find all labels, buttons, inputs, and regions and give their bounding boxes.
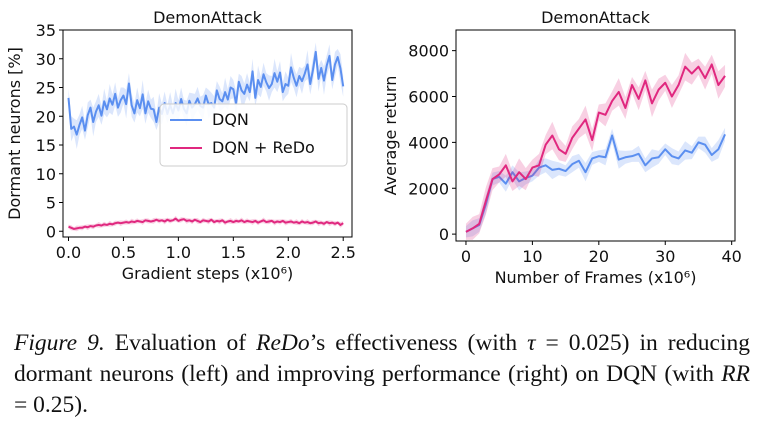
x-axis-label: Number of Frames (x10⁶) bbox=[495, 268, 697, 287]
chart-title: DemonAttack bbox=[153, 8, 262, 27]
caption-text-4: ). bbox=[74, 392, 88, 418]
caption-text-2: ’s effectiveness (with bbox=[309, 330, 528, 356]
x-tick-label: 2.5 bbox=[330, 243, 355, 262]
x-tick-label: 30 bbox=[655, 247, 675, 266]
rr-symbol: RR bbox=[721, 361, 750, 387]
method-name: ReDo bbox=[256, 330, 310, 356]
y-tick-label: 6000 bbox=[408, 88, 449, 107]
x-tick-label: 1.0 bbox=[166, 243, 191, 262]
y-tick-label: 25 bbox=[36, 79, 56, 98]
x-tick-label: 0.0 bbox=[56, 243, 81, 262]
average-return-chart: 0 10 20 30 40 0 2000 4000 6000 8000 DemonAttack Num… bbox=[381, 8, 742, 287]
y-axis-label: Dormant neurons [%] bbox=[5, 47, 24, 220]
caption-text-3: ) in reducing dormant neurons (left) and… bbox=[14, 330, 750, 387]
series-band-1 bbox=[465, 52, 726, 240]
x-tick-label: 0.5 bbox=[111, 243, 136, 262]
y-tick-label: 0 bbox=[46, 222, 56, 241]
series-line-1 bbox=[68, 217, 344, 230]
y-tick-label: 35 bbox=[36, 21, 56, 40]
rr-value: = 0.25 bbox=[14, 392, 75, 418]
figure-caption: Figure 9. Evaluation of ReDo’s effective… bbox=[14, 328, 750, 421]
x-tick-label: 10 bbox=[522, 247, 542, 266]
legend-label: DQN bbox=[212, 110, 249, 129]
figure-label: Figure 9. bbox=[14, 330, 105, 356]
series-line-0 bbox=[67, 50, 345, 136]
y-tick-label: 30 bbox=[36, 50, 56, 69]
y-tick-label: 15 bbox=[36, 136, 56, 155]
y-tick-label: 20 bbox=[36, 107, 56, 126]
legend-box bbox=[159, 103, 348, 167]
tau-symbol: τ bbox=[527, 330, 536, 356]
y-tick-label: 2000 bbox=[408, 179, 449, 198]
y-tick-label: 4000 bbox=[408, 133, 449, 152]
y-axis-label: Average return bbox=[381, 76, 400, 196]
plot-frame bbox=[62, 29, 353, 238]
series-line-1 bbox=[465, 63, 726, 233]
dormant-neurons-chart: 0.0 0.5 1.0 1.5 2.0 2.5 0 5 10 15 20 25 30 35 DemonAtt… bbox=[5, 8, 356, 283]
y-tick-label: 8000 bbox=[408, 42, 449, 61]
x-axis-label: Gradient steps (x10⁶) bbox=[122, 264, 293, 283]
series-band-1 bbox=[68, 215, 344, 232]
x-tick-label: 1.5 bbox=[221, 243, 246, 262]
figure: 0.0 0.5 1.0 1.5 2.0 2.5 0 5 10 15 20 25 30 35 DemonAtt… bbox=[5, 8, 742, 287]
plot-frame bbox=[455, 29, 736, 242]
x-tick-label: 20 bbox=[589, 247, 609, 266]
y-tick-label: 0 bbox=[439, 225, 449, 244]
x-tick-label: 0 bbox=[461, 247, 471, 266]
y-tick-label: 10 bbox=[36, 165, 56, 184]
series-line-0 bbox=[465, 133, 726, 233]
y-tick-label: 5 bbox=[46, 194, 56, 213]
tau-value: = 0.025 bbox=[535, 330, 622, 356]
x-tick-label: 2.0 bbox=[276, 243, 301, 262]
caption-text-1: Evaluation of bbox=[104, 330, 257, 356]
x-tick-label: 40 bbox=[721, 247, 741, 266]
legend-label: DQN + ReDo bbox=[212, 138, 315, 157]
chart-title: DemonAttack bbox=[541, 8, 650, 27]
